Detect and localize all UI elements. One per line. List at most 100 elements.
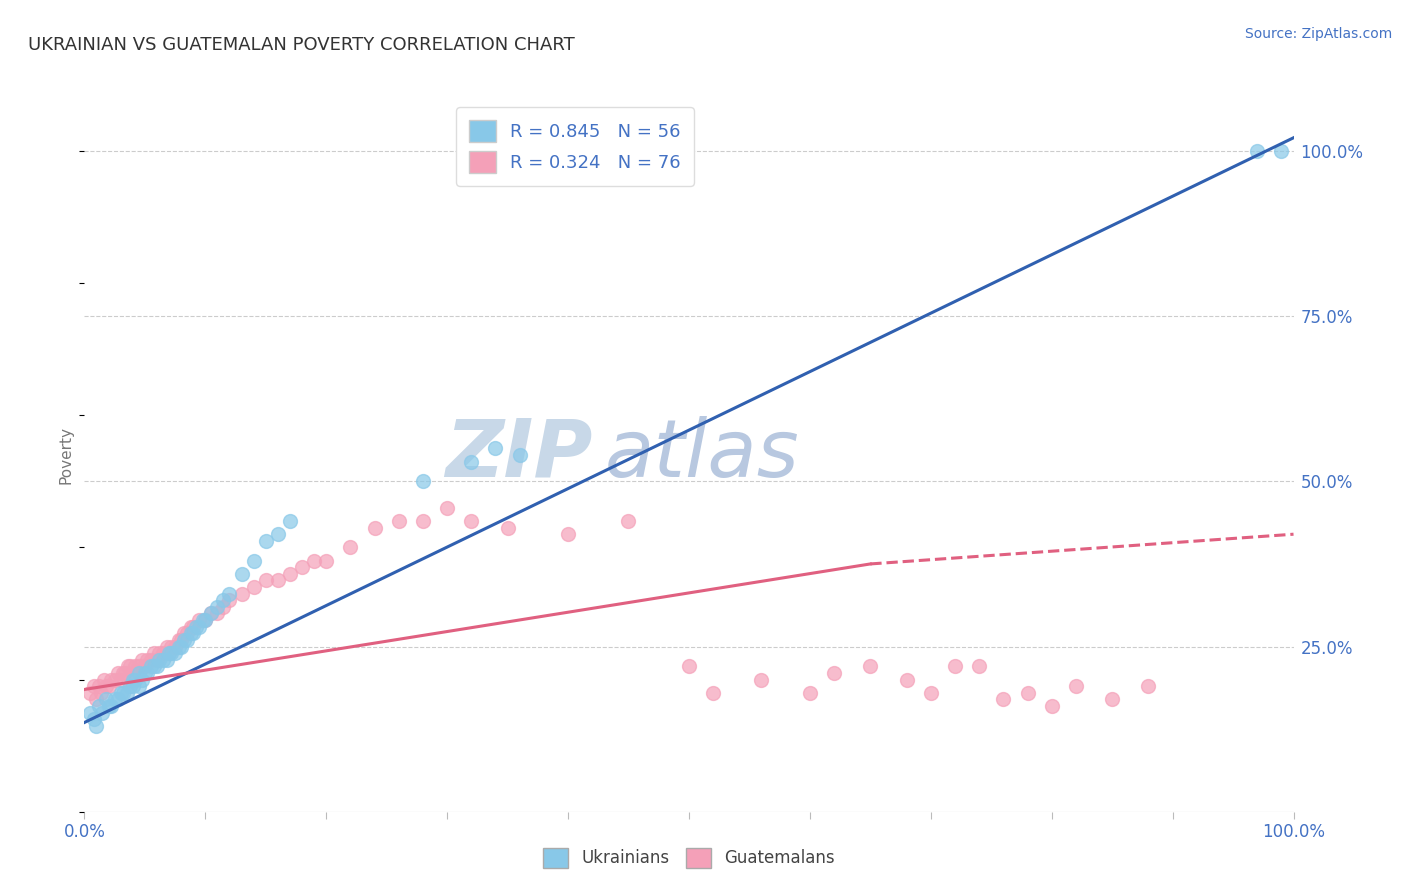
- Point: [207, 607, 229, 621]
- Point: [363, 520, 385, 534]
- Point: [181, 626, 204, 640]
- Point: [146, 659, 169, 673]
- Point: [94, 679, 117, 693]
- Point: [1064, 679, 1087, 693]
- Point: [152, 653, 174, 667]
- Point: [107, 665, 129, 680]
- Point: [136, 653, 159, 667]
- Point: [231, 566, 253, 581]
- Point: [1040, 698, 1063, 713]
- Point: [148, 653, 170, 667]
- Point: [176, 626, 198, 640]
- Point: [139, 653, 162, 667]
- Point: [460, 514, 482, 528]
- Point: [157, 646, 180, 660]
- Point: [181, 620, 204, 634]
- Point: [278, 566, 301, 581]
- Point: [86, 719, 108, 733]
- Point: [254, 574, 277, 588]
- Point: [121, 665, 143, 680]
- Point: [267, 574, 290, 588]
- Point: [152, 646, 174, 660]
- Point: [79, 706, 101, 720]
- Point: [139, 659, 162, 673]
- Point: [167, 640, 190, 654]
- Point: [943, 659, 966, 673]
- Point: [115, 686, 138, 700]
- Point: [90, 686, 112, 700]
- Point: [1017, 686, 1039, 700]
- Point: [120, 679, 142, 693]
- Point: [557, 527, 579, 541]
- Point: [200, 607, 222, 621]
- Point: [100, 698, 122, 713]
- Point: [799, 686, 821, 700]
- Point: [291, 560, 314, 574]
- Point: [155, 640, 177, 654]
- Text: ZIP: ZIP: [444, 416, 592, 494]
- Point: [207, 599, 229, 614]
- Point: [191, 613, 214, 627]
- Point: [128, 659, 150, 673]
- Point: [86, 692, 108, 706]
- Point: [131, 673, 153, 687]
- Point: [104, 692, 127, 706]
- Point: [194, 613, 217, 627]
- Point: [134, 659, 156, 673]
- Text: UKRAINIAN VS GUATEMALAN POVERTY CORRELATION CHART: UKRAINIAN VS GUATEMALAN POVERTY CORRELAT…: [28, 36, 575, 54]
- Point: [83, 712, 105, 726]
- Point: [218, 593, 240, 607]
- Point: [97, 698, 120, 713]
- Point: [91, 706, 114, 720]
- Point: [315, 554, 337, 568]
- Point: [184, 620, 207, 634]
- Point: [124, 659, 146, 673]
- Point: [993, 692, 1015, 706]
- Point: [104, 673, 127, 687]
- Point: [143, 659, 166, 673]
- Point: [1101, 692, 1123, 706]
- Point: [114, 665, 136, 680]
- Point: [194, 613, 217, 627]
- Point: [412, 514, 434, 528]
- Point: [87, 698, 110, 713]
- Point: [920, 686, 942, 700]
- Point: [496, 520, 519, 534]
- Point: [751, 673, 773, 687]
- Point: [124, 673, 146, 687]
- Point: [173, 626, 195, 640]
- Point: [165, 640, 187, 654]
- Point: [110, 686, 132, 700]
- Point: [231, 587, 253, 601]
- Point: [188, 613, 211, 627]
- Point: [436, 500, 458, 515]
- Point: [218, 587, 240, 601]
- Point: [412, 475, 434, 489]
- Point: [180, 620, 202, 634]
- Point: [97, 679, 120, 693]
- Point: [112, 686, 135, 700]
- Point: [173, 632, 195, 647]
- Point: [484, 442, 506, 456]
- Point: [110, 673, 132, 687]
- Point: [131, 653, 153, 667]
- Point: [278, 514, 301, 528]
- Point: [136, 665, 159, 680]
- Text: Source: ZipAtlas.com: Source: ZipAtlas.com: [1244, 27, 1392, 41]
- Point: [148, 646, 170, 660]
- Point: [176, 632, 198, 647]
- Point: [200, 607, 222, 621]
- Point: [1137, 679, 1160, 693]
- Point: [160, 646, 183, 660]
- Point: [117, 659, 139, 673]
- Point: [212, 599, 235, 614]
- Point: [83, 679, 105, 693]
- Point: [134, 665, 156, 680]
- Point: [100, 673, 122, 687]
- Point: [121, 673, 143, 687]
- Text: atlas: atlas: [605, 416, 799, 494]
- Point: [146, 653, 169, 667]
- Point: [254, 533, 277, 548]
- Point: [167, 632, 190, 647]
- Point: [1270, 144, 1292, 158]
